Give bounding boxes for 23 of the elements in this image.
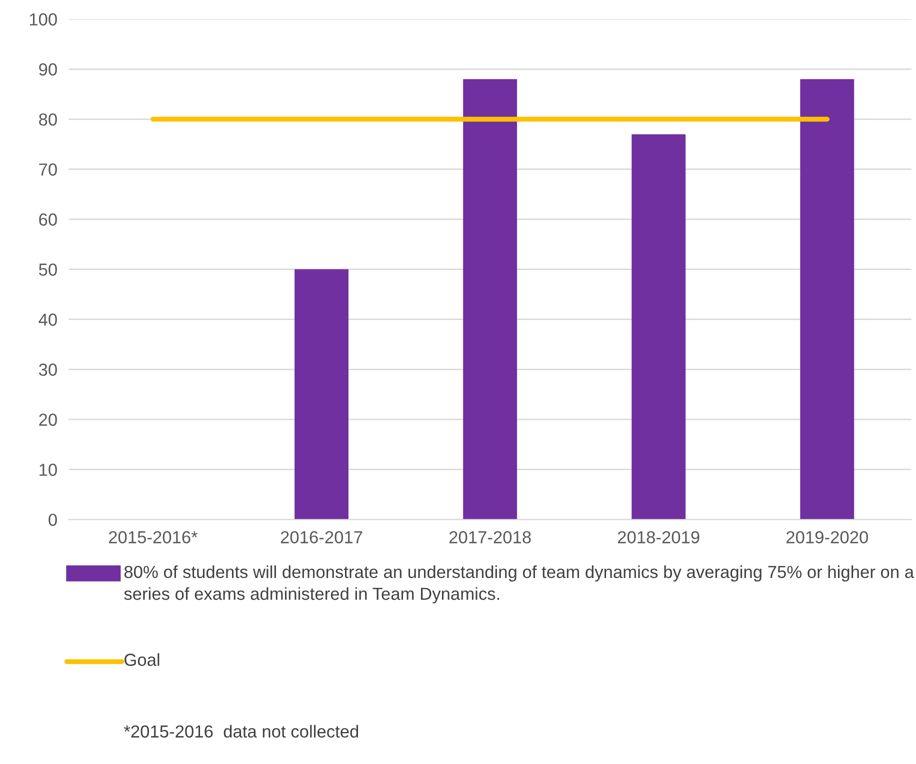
- y-tick-label: 30: [38, 364, 57, 376]
- y-tick-label: 40: [38, 314, 57, 326]
- y-tick-label: 50: [38, 263, 57, 276]
- y-tick-label: 60: [39, 213, 57, 226]
- bar: [800, 79, 854, 520]
- text: *2015-2016 data not collected: [124, 724, 358, 738]
- bar: [463, 79, 518, 520]
- y-tick-label: 70: [39, 163, 57, 176]
- y-tick-label: 0: [48, 514, 57, 526]
- x-tick-label: 2017-2018: [449, 531, 531, 544]
- x-tick-label: 2015-2016*: [108, 531, 198, 544]
- y-tick-label: 100: [30, 13, 57, 26]
- legend-label: 80% of students will demonstrate an understanding of team dynamics by averaging 75% or higher on a series of exams administered in Team Dynamics.: [124, 565, 914, 604]
- x-tick-label: 2019-2020: [786, 531, 868, 544]
- y-tick-label: 10: [40, 464, 57, 476]
- bar: [632, 134, 686, 520]
- x-tick-label: 2018-2019: [618, 531, 700, 544]
- y-tick-label: 90: [39, 63, 57, 76]
- y-tick-label: 80: [39, 113, 57, 126]
- bar: [294, 269, 348, 520]
- x-tick-label: 2016-2017: [280, 531, 362, 544]
- legend-label: Goal: [124, 653, 160, 666]
- y-tick-label: 20: [39, 414, 57, 426]
